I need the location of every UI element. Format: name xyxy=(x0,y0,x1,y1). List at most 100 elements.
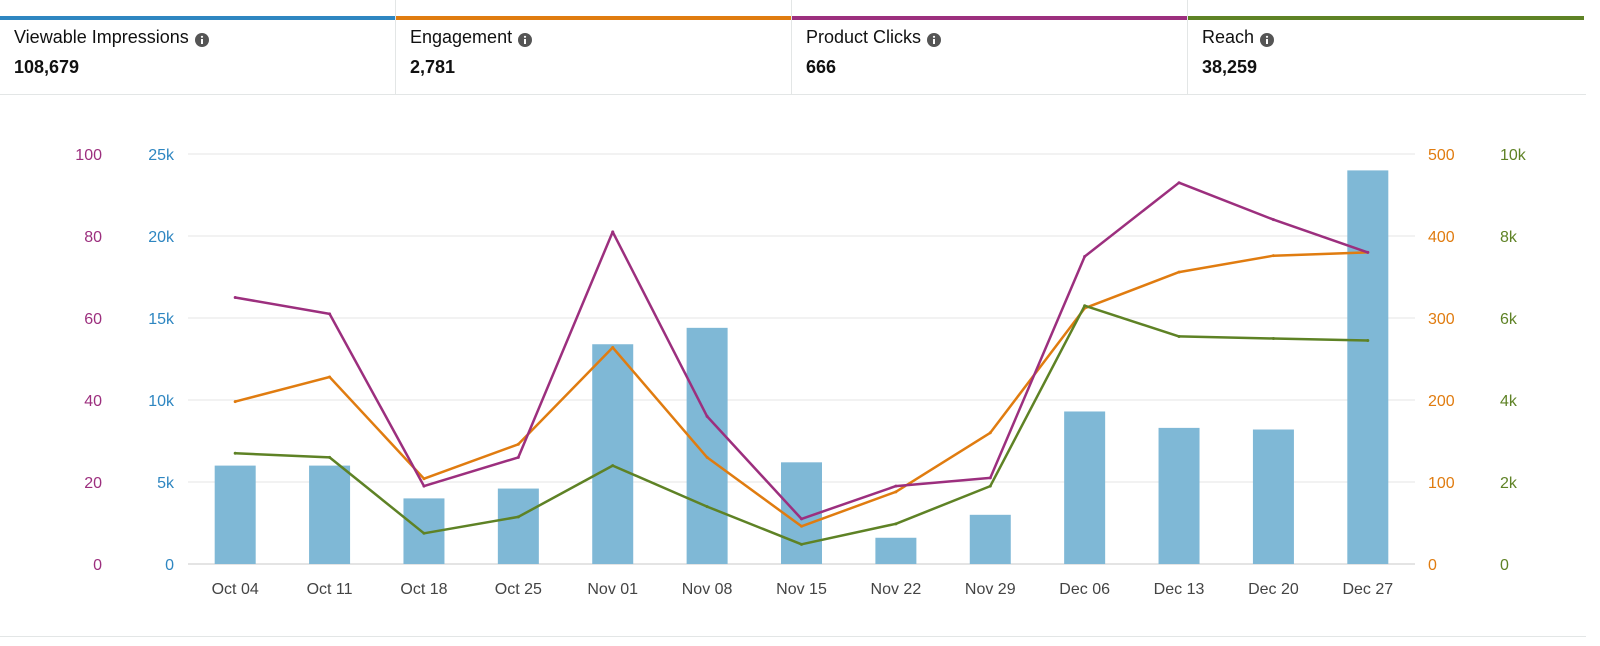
point-clicks xyxy=(705,414,709,418)
point-engagement xyxy=(422,477,426,481)
point-engagement xyxy=(894,490,898,494)
point-clicks xyxy=(1271,218,1275,222)
y-tick-label-engagement: 300 xyxy=(1428,311,1455,328)
metric-label: Product Clicks xyxy=(806,27,922,47)
point-reach xyxy=(988,484,992,488)
y-tick-label-product-clicks: 40 xyxy=(84,393,102,410)
chart-svg: 0 20 40 60 80 100 0 5k 10k 15k 20k 25k 0 100 200 300 400… xyxy=(75,147,1527,598)
point-reach xyxy=(1366,339,1370,343)
point-engagement xyxy=(328,375,332,379)
point-reach xyxy=(1083,304,1087,308)
point-engagement xyxy=(705,455,709,459)
point-reach xyxy=(1271,337,1275,340)
point-clicks xyxy=(328,312,332,316)
point-engagement xyxy=(988,431,992,435)
point-clicks xyxy=(800,517,803,521)
point-engagement xyxy=(1177,270,1181,274)
x-tick-label: Nov 15 xyxy=(776,581,827,598)
x-tick-label: Oct 04 xyxy=(212,581,259,598)
performance-chart: 0 20 40 60 80 100 0 5k 10k 15k 20k 25k 0 100 200 300 400… xyxy=(0,94,1600,646)
y-tick-label-impressions: 5k xyxy=(157,475,175,492)
info-icon[interactable] xyxy=(1260,30,1275,47)
metrics-summary: Viewable Impressions 108,679 Engagement … xyxy=(0,0,1586,95)
metric-card-reach[interactable]: Reach 38,259 xyxy=(1188,0,1584,94)
metric-label: Reach xyxy=(1202,27,1255,47)
y-tick-label-impressions: 0 xyxy=(165,557,174,574)
bar-viewable-impressions xyxy=(214,465,256,564)
point-reach xyxy=(611,464,615,468)
bar-viewable-impressions xyxy=(1347,170,1389,564)
metric-value: 666 xyxy=(806,57,837,77)
x-tick-label: Dec 06 xyxy=(1059,581,1110,598)
metric-label: Engagement xyxy=(410,27,513,47)
point-engagement xyxy=(800,524,803,528)
point-clicks xyxy=(1177,181,1181,185)
point-clicks xyxy=(988,476,992,480)
x-tick-label: Dec 20 xyxy=(1248,581,1299,598)
info-icon[interactable] xyxy=(518,30,533,47)
point-engagement xyxy=(611,346,615,350)
y-tick-label-reach: 10k xyxy=(1500,147,1527,164)
x-tick-label: Oct 18 xyxy=(400,581,447,598)
point-reach xyxy=(328,455,332,459)
y-tick-label-reach: 4k xyxy=(1500,393,1518,410)
y-tick-label-impressions: 15k xyxy=(148,311,175,328)
metric-card-engagement[interactable]: Engagement 2,781 xyxy=(396,0,792,94)
y-tick-label-engagement: 200 xyxy=(1428,393,1455,410)
bar-viewable-impressions xyxy=(1064,411,1106,564)
info-icon[interactable] xyxy=(194,30,209,47)
y-tick-label-engagement: 500 xyxy=(1428,147,1455,164)
point-reach xyxy=(1177,334,1181,338)
point-reach xyxy=(800,542,803,546)
x-tick-label: Dec 13 xyxy=(1154,581,1205,598)
bar-viewable-impressions xyxy=(875,537,917,564)
metric-card-viewable-impressions[interactable]: Viewable Impressions 108,679 xyxy=(0,0,396,94)
bar-viewable-impressions xyxy=(1158,427,1200,564)
metric-color-bar xyxy=(1188,16,1584,20)
point-clicks xyxy=(233,296,237,299)
point-clicks xyxy=(422,484,426,488)
point-engagement xyxy=(1271,254,1275,258)
bar-viewable-impressions xyxy=(969,514,1011,564)
point-reach xyxy=(422,531,426,535)
metric-color-bar xyxy=(792,16,1187,20)
y-tick-label-reach: 2k xyxy=(1500,475,1518,492)
metric-value: 2,781 xyxy=(410,57,456,77)
bar-viewable-impressions xyxy=(1252,429,1294,564)
y-tick-label-product-clicks: 100 xyxy=(75,147,102,164)
x-tick-label: Nov 29 xyxy=(965,581,1016,598)
bar-viewable-impressions xyxy=(686,327,728,564)
divider xyxy=(0,636,1586,637)
y-tick-label-impressions: 25k xyxy=(148,147,175,164)
x-tick-label: Dec 27 xyxy=(1342,581,1393,598)
x-tick-label: Nov 08 xyxy=(682,581,733,598)
point-reach xyxy=(233,451,237,455)
point-clicks xyxy=(1083,255,1087,258)
y-tick-label-reach: 6k xyxy=(1500,311,1518,328)
y-tick-label-product-clicks: 0 xyxy=(93,557,102,574)
x-tick-label: Oct 25 xyxy=(495,581,542,598)
y-tick-label-reach: 0 xyxy=(1500,557,1509,574)
metric-value: 108,679 xyxy=(14,57,80,77)
x-tick-label: Oct 11 xyxy=(307,581,353,598)
y-tick-label-product-clicks: 80 xyxy=(84,229,102,246)
y-tick-label-engagement: 100 xyxy=(1428,475,1455,492)
point-reach xyxy=(705,505,709,509)
metric-color-bar xyxy=(0,16,395,20)
point-clicks xyxy=(1366,250,1370,254)
y-tick-label-engagement: 400 xyxy=(1428,229,1455,246)
metric-card-product-clicks[interactable]: Product Clicks 666 xyxy=(792,0,1188,94)
metric-value: 38,259 xyxy=(1202,57,1258,77)
point-clicks xyxy=(611,230,615,234)
y-tick-label-impressions: 10k xyxy=(148,393,175,410)
y-tick-label-product-clicks: 60 xyxy=(84,311,102,328)
x-tick-label: Nov 01 xyxy=(587,581,638,598)
bar-viewable-impressions xyxy=(592,344,634,564)
point-reach xyxy=(516,515,520,519)
point-clicks xyxy=(894,484,898,488)
bar-viewable-impressions xyxy=(497,488,539,564)
info-icon[interactable] xyxy=(927,30,942,47)
x-tick-label: Nov 22 xyxy=(871,581,922,598)
point-clicks xyxy=(516,455,520,459)
y-tick-label-engagement: 0 xyxy=(1428,557,1437,574)
